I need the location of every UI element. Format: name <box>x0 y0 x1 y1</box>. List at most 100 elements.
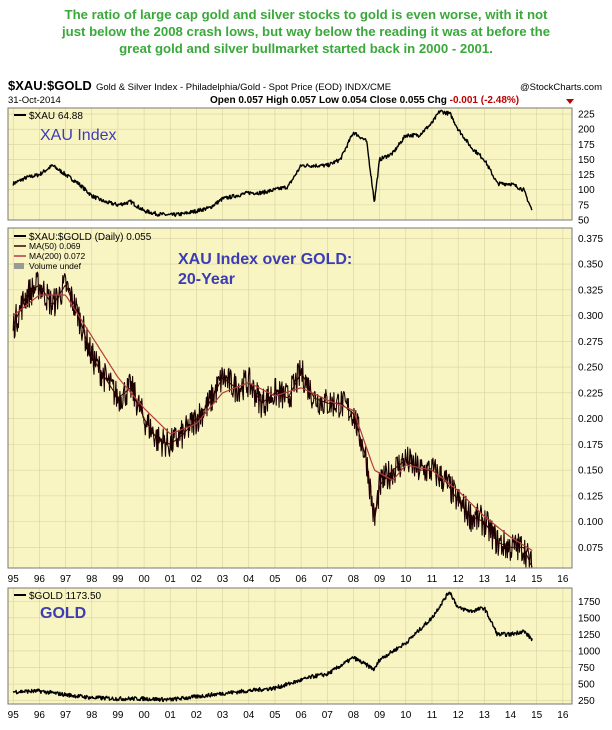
legend-ma50: MA(50) 0.069 <box>29 241 81 251</box>
annotation-ratio-line1: XAU Index over GOLD: <box>178 251 352 268</box>
x-tick-label: 14 <box>505 710 517 721</box>
x-tick-label: 98 <box>86 574 98 585</box>
y-tick-label: 500 <box>578 680 595 691</box>
low-value: 0.054 <box>342 95 367 106</box>
y-tick-label: 1750 <box>578 597 601 608</box>
y-tick-label: 250 <box>578 696 595 707</box>
y-tick-label: 175 <box>578 140 595 151</box>
x-tick-label: 15 <box>531 574 543 585</box>
x-tick-label: 14 <box>505 574 517 585</box>
y-tick-label: 0.325 <box>578 285 603 296</box>
annotation-gold: GOLD <box>40 605 86 622</box>
series-layer <box>12 109 533 703</box>
x-tick-label: 11 <box>427 710 438 721</box>
caption-line-2: just below the 2008 crash lows, but way … <box>61 24 551 39</box>
open-value: 0.057 <box>238 95 263 106</box>
x-tick-label: 11 <box>427 574 438 585</box>
grid-lines <box>8 108 572 704</box>
y-tick-label: 0.250 <box>578 363 603 374</box>
x-tick-label: 97 <box>60 574 72 585</box>
y-tick-label: 1500 <box>578 613 601 624</box>
y-tick-label: 0.200 <box>578 414 603 425</box>
down-arrow-icon <box>566 99 574 104</box>
open-label: Open <box>210 95 236 106</box>
y-tick-label: 150 <box>578 155 595 166</box>
legend-swatch-volume <box>14 263 24 269</box>
y-tick-label: 0.375 <box>578 234 603 245</box>
x-tick-label: 03 <box>217 574 229 585</box>
x-tick-label: 96 <box>34 574 46 585</box>
y-tick-label: 0.350 <box>578 260 603 271</box>
x-tick-label: 03 <box>217 710 229 721</box>
legend-xau: $XAU 64.88 <box>29 111 83 122</box>
y-tick-label: 1250 <box>578 630 601 641</box>
y-tick-label: 0.175 <box>578 440 603 451</box>
x-tick-label: 02 <box>191 710 203 721</box>
x-tick-label: 00 <box>139 710 151 721</box>
gold-price-line <box>12 591 533 703</box>
chg-value: -0.001 (-2.48%) <box>450 95 519 106</box>
x-tick-label: 12 <box>453 710 465 721</box>
high-value: 0.057 <box>291 95 316 106</box>
x-tick-label: 96 <box>34 710 46 721</box>
chg-label: Chg <box>427 95 446 106</box>
x-tick-label: 07 <box>322 710 334 721</box>
x-tick-label: 05 <box>269 710 281 721</box>
legend-ratio: $XAU:$GOLD (Daily) 0.055 <box>29 232 152 243</box>
ma200-line <box>12 294 533 552</box>
y-tick-label: 75 <box>578 200 590 211</box>
x-tick-label: 09 <box>374 574 386 585</box>
x-tick-label: 16 <box>557 710 569 721</box>
close-value: 0.055 <box>400 95 425 106</box>
panel-middle-border <box>7 227 573 569</box>
xau-price-line <box>12 109 533 217</box>
y-tick-label: 0.275 <box>578 337 603 348</box>
x-tick-label: 06 <box>296 574 308 585</box>
y-tick-label: 100 <box>578 185 595 196</box>
x-tick-label: 05 <box>269 574 281 585</box>
axis-labels: 225 200 175 150 125 100 75 50 0.375 0.350 0.325 0.3… <box>8 110 604 721</box>
panel-bottom-border <box>7 587 573 705</box>
y-tick-label: 1000 <box>578 646 601 657</box>
x-tick-label: 15 <box>531 710 543 721</box>
y-tick-label: 0.150 <box>578 466 603 477</box>
chart-date: 31-Oct-2014 <box>8 95 61 106</box>
legend-ma200: MA(200) 0.072 <box>29 251 85 261</box>
x-tick-label: 04 <box>243 574 255 585</box>
x-tick-label: 06 <box>296 710 308 721</box>
panel-bottom <box>8 588 572 704</box>
x-tick-label: 99 <box>112 574 124 585</box>
caption-line-3: great gold and silver bullmarket started… <box>119 41 493 56</box>
annotation-xau-index: XAU Index <box>40 127 116 144</box>
y-tick-label: 225 <box>578 110 595 121</box>
chart-description: Gold & Silver Index - Philadelphia/Gold … <box>96 82 391 93</box>
y-tick-label: 125 <box>578 170 595 181</box>
x-tick-label: 99 <box>112 710 124 721</box>
x-tick-label: 10 <box>400 710 412 721</box>
stockcharts-brand[interactable]: @StockCharts.com <box>520 82 602 93</box>
high-label: High <box>266 95 288 106</box>
ohlc-readout: Open 0.057 High 0.057 Low 0.054 Close 0.… <box>210 95 519 106</box>
y-tick-label: 0.300 <box>578 311 603 322</box>
x-tick-label: 13 <box>479 710 491 721</box>
panel-top <box>8 108 572 220</box>
x-tick-label: 16 <box>557 574 569 585</box>
x-tick-label: 10 <box>400 574 412 585</box>
annotation-ratio-line2: 20-Year <box>178 271 235 288</box>
x-tick-label: 08 <box>348 574 360 585</box>
low-label: Low <box>319 95 339 106</box>
y-tick-label: 750 <box>578 663 595 674</box>
y-tick-label: 0.125 <box>578 491 603 502</box>
x-tick-label: 12 <box>453 574 465 585</box>
close-label: Close <box>370 95 398 106</box>
legend-volume: Volume undef <box>29 261 82 271</box>
x-tick-label: 09 <box>374 710 386 721</box>
y-tick-label: 200 <box>578 125 595 136</box>
x-tick-label: 97 <box>60 710 72 721</box>
x-tick-label: 07 <box>322 574 334 585</box>
chart-caption: The ratio of large cap gold and silver s… <box>8 6 604 57</box>
x-tick-label: 08 <box>348 710 360 721</box>
x-tick-label: 01 <box>165 574 177 585</box>
x-tick-label: 95 <box>8 574 20 585</box>
